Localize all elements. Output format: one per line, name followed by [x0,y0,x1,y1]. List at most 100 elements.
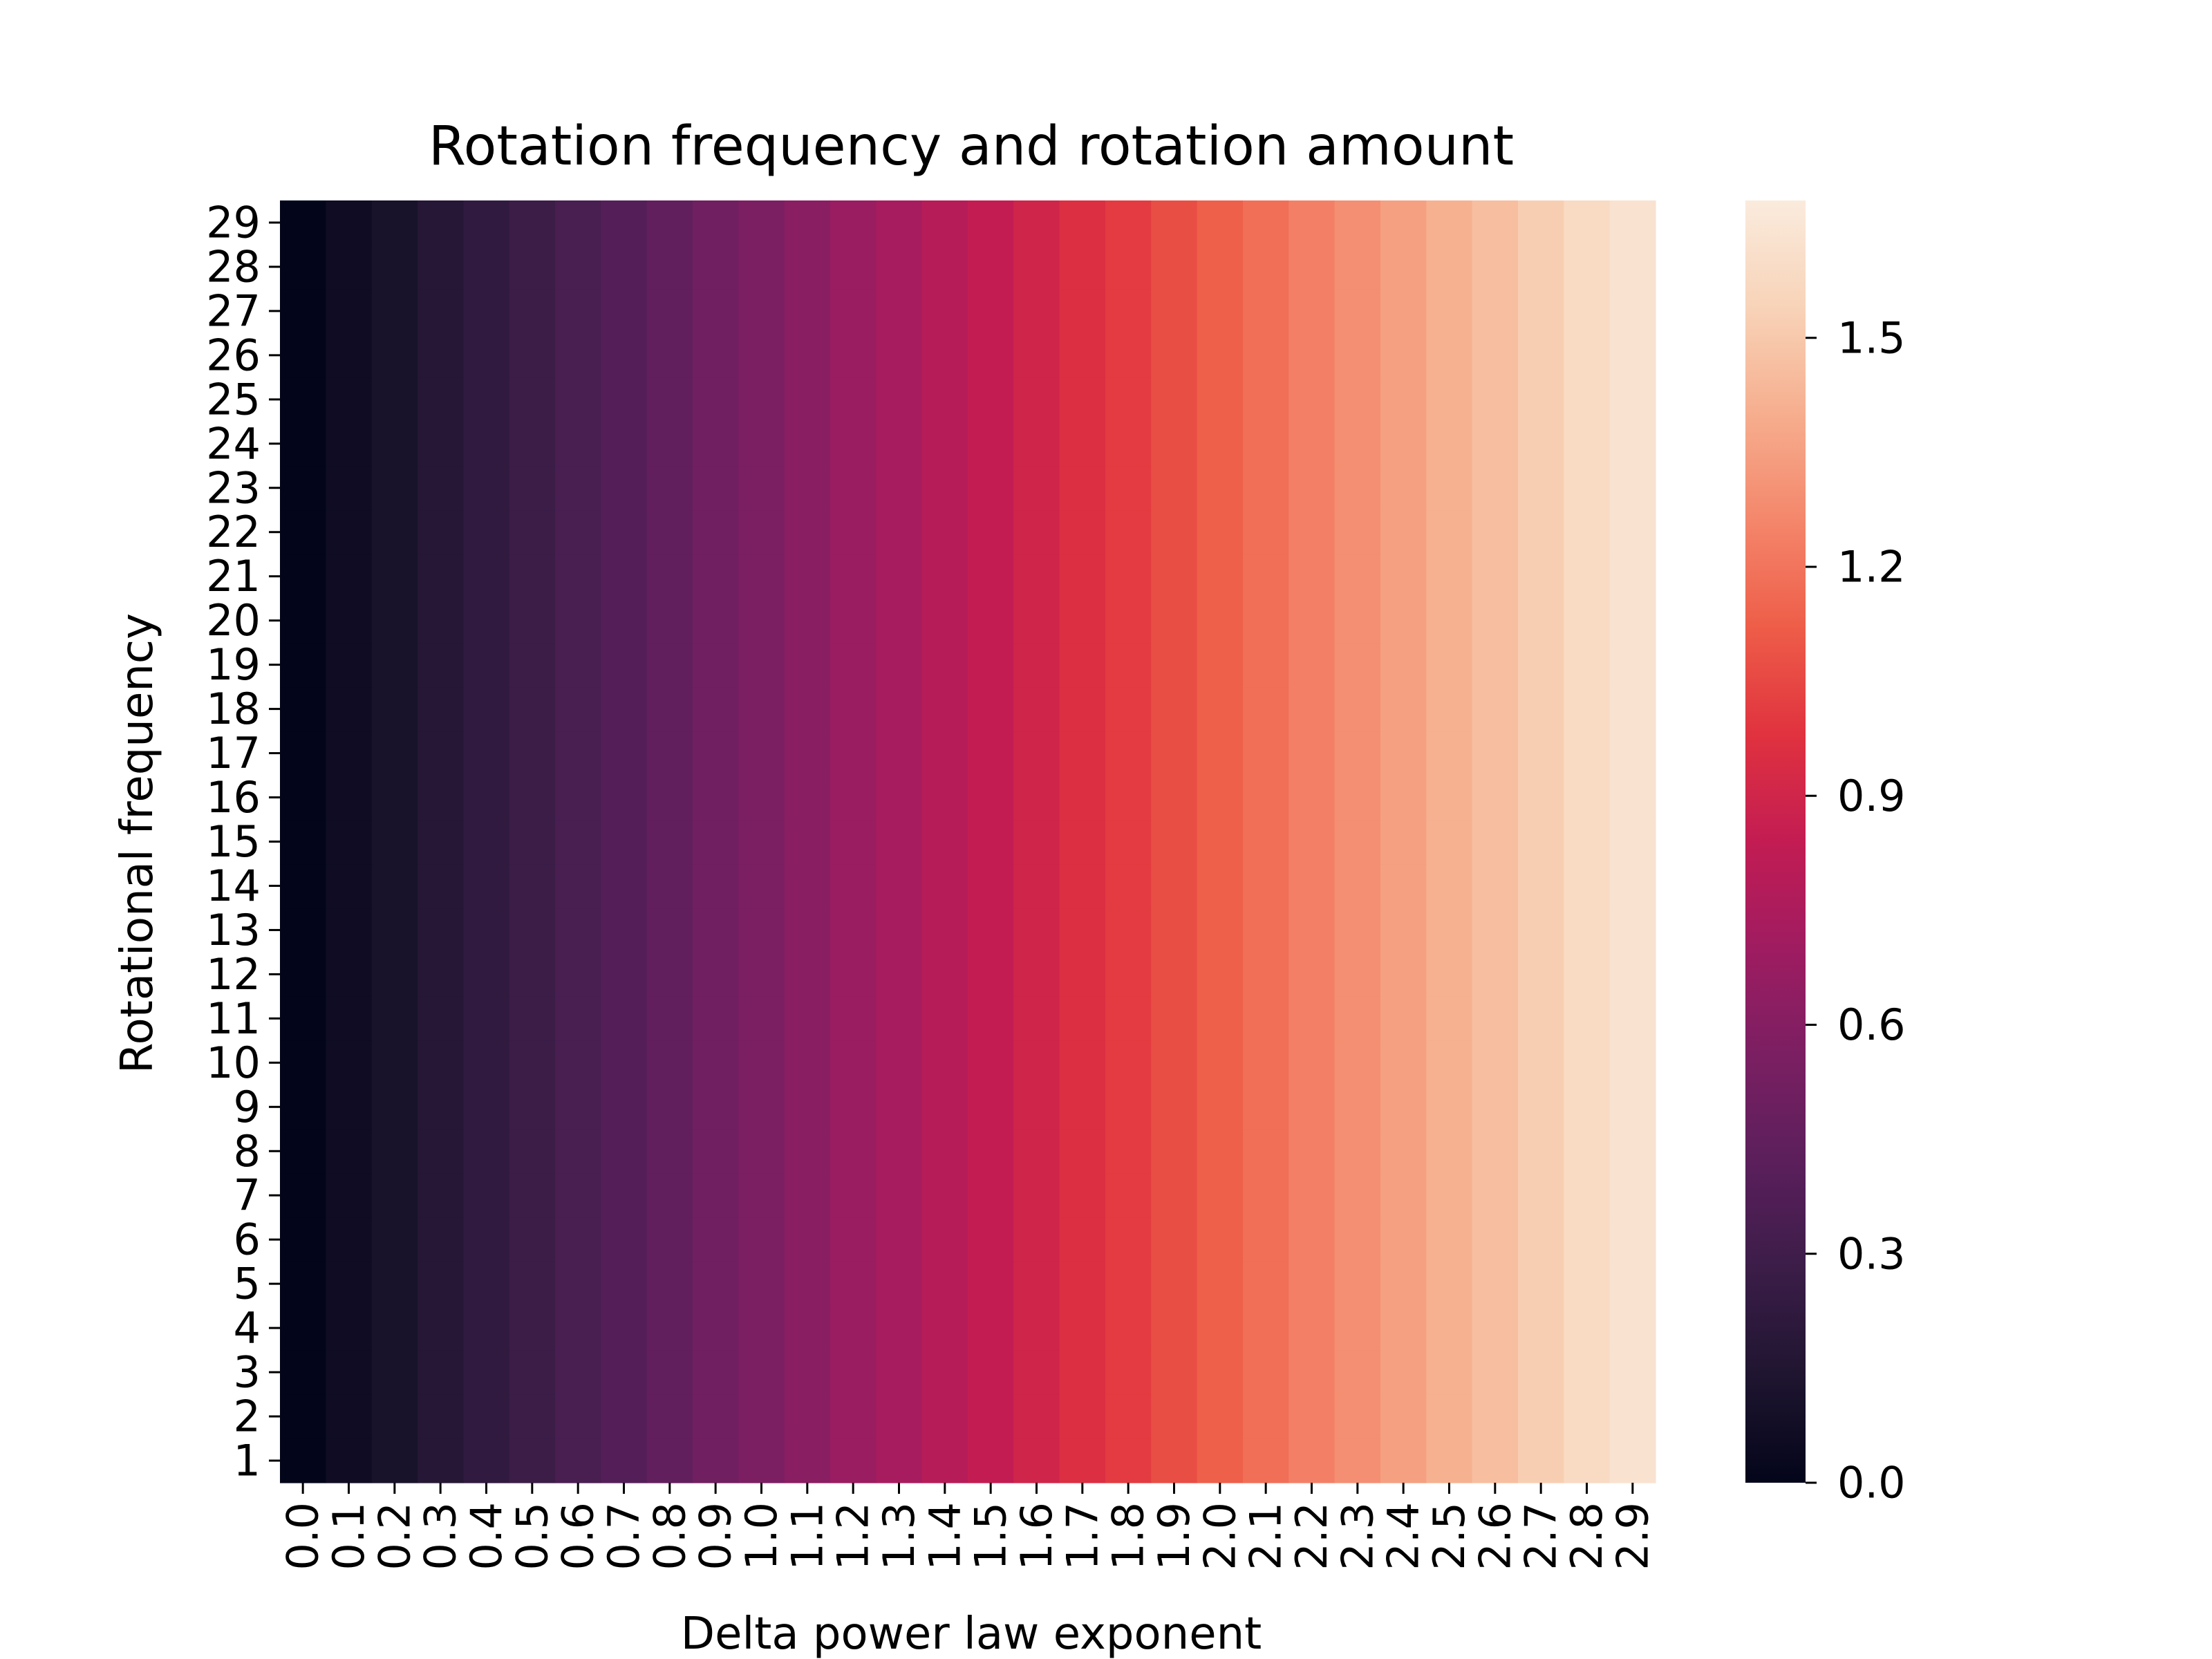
heatmap-cell [1105,377,1152,422]
heatmap-cell [1013,952,1060,997]
heatmap-cell [463,952,510,997]
heatmap-cell [646,332,693,378]
heatmap-cell [1380,554,1427,599]
heatmap-cell [921,465,968,511]
heatmap-cell [601,1306,648,1351]
heatmap-cell [509,377,556,422]
heatmap-cell [1472,1438,1519,1483]
heatmap-cell [1609,288,1656,334]
heatmap-cell [1518,642,1564,688]
heatmap-cell [601,775,648,821]
heatmap-cell [1380,377,1427,422]
heatmap-cell [1472,1350,1519,1395]
heatmap-cell [1243,288,1289,334]
heatmap-cell [601,642,648,688]
heatmap-cell [1609,1217,1656,1262]
x-tick-label: 1.3 [874,1502,924,1571]
heatmap-cell [1151,1262,1198,1306]
heatmap-cell [371,952,418,997]
heatmap-cell [1472,465,1519,511]
x-tick-label: 2.8 [1562,1502,1612,1571]
heatmap-cell [1151,377,1198,422]
heatmap-cell [1564,775,1611,821]
heatmap-cell [1380,1394,1427,1439]
heatmap-cell [1609,1173,1656,1218]
heatmap-cell [1288,908,1335,953]
heatmap-cell [1105,288,1152,334]
heatmap-cell [1151,509,1198,555]
heatmap-cell [1426,1173,1473,1218]
heatmap-cell [326,819,373,865]
heatmap-cell [693,598,739,644]
heatmap-cell [1288,244,1335,290]
heatmap-cell [1609,775,1656,821]
heatmap-cell [1197,1173,1244,1218]
heatmap-cell [463,863,510,909]
heatmap-cell [1334,775,1381,821]
heatmap-cell [555,1438,601,1483]
heatmap-cell [1105,1262,1152,1306]
y-tick-label: 26 [206,330,261,380]
heatmap-cell [555,686,601,732]
heatmap-cell [1426,377,1473,422]
heatmap-cell [555,1040,601,1085]
heatmap-cell [1609,465,1656,511]
heatmap-cell [418,244,464,290]
heatmap-cell [1334,1394,1381,1439]
heatmap-cell [1105,908,1152,953]
heatmap-cell [463,1394,510,1439]
heatmap-cell [1564,1040,1611,1085]
heatmap-cell [371,642,418,688]
heatmap-cell [463,1040,510,1085]
heatmap-cell [371,1394,418,1439]
heatmap-cell [693,996,739,1041]
heatmap-cell [1380,332,1427,378]
heatmap-cell [1059,598,1106,644]
heatmap-cell [968,598,1014,644]
y-tick-label: 4 [234,1303,261,1353]
heatmap-cell [418,200,464,245]
heatmap-cell [1105,952,1152,997]
heatmap-cell [1197,1217,1244,1262]
heatmap-cell [280,554,326,599]
heatmap-cell [921,1173,968,1218]
heatmap-cell [1059,509,1106,555]
heatmap-cell [968,244,1014,290]
heatmap-cell [1518,731,1564,776]
heatmap-cell [371,1306,418,1351]
heatmap-cell [1609,1040,1656,1085]
heatmap-cell [280,686,326,732]
heatmap-cell [1472,1262,1519,1306]
heatmap-cell [1334,1173,1381,1218]
heatmap-cell [509,1129,556,1174]
heatmap-cell [646,775,693,821]
heatmap-cell [921,244,968,290]
heatmap-cell [1518,863,1564,909]
heatmap-cell [509,421,556,467]
heatmap-cell [1518,1262,1564,1306]
heatmap-cell [646,1173,693,1218]
heatmap-cell [1059,244,1106,290]
heatmap-cell [1243,1306,1289,1351]
heatmap-cell [371,1217,418,1262]
heatmap-cell [509,1350,556,1395]
x-tick-label: 1.5 [966,1502,1016,1571]
heatmap-cell [1564,200,1611,245]
heatmap-cell [1151,288,1198,334]
heatmap-cell [1151,731,1198,776]
heatmap-cell [1564,1394,1611,1439]
heatmap-cell [646,1085,693,1130]
heatmap-cell [371,863,418,909]
y-tick-label: 11 [206,993,261,1044]
y-tick-label: 3 [234,1347,261,1398]
heatmap-cell [1564,1306,1611,1351]
heatmap-cell [693,1262,739,1306]
heatmap-cell [1564,1173,1611,1218]
heatmap-cell [1609,598,1656,644]
heatmap-cell [601,731,648,776]
heatmap-cell [1564,863,1611,909]
x-axis-label: Delta power law exponent [681,1609,1262,1659]
heatmap-cell [693,1129,739,1174]
heatmap-cell [784,244,831,290]
heatmap-cell [646,1306,693,1351]
